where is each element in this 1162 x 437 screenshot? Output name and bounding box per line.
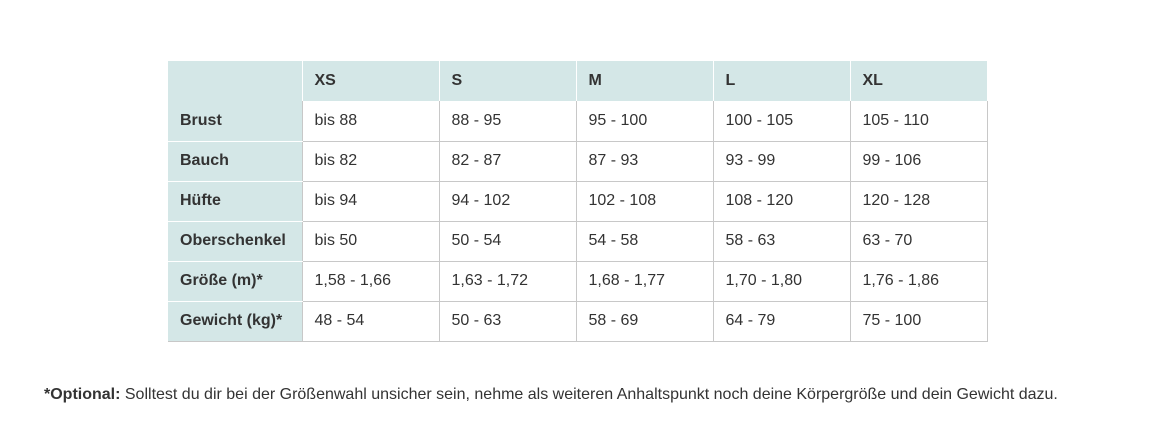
table-cell: 58 - 63: [712, 221, 850, 262]
table-cell: 108 - 120: [712, 181, 850, 222]
table-cell: bis 82: [301, 141, 439, 182]
table-cell: 50 - 54: [438, 221, 576, 262]
table-row-brust: Brust bis 88 88 - 95 95 - 100 100 - 105 …: [168, 101, 988, 142]
table-cell: 1,63 - 1,72: [438, 261, 576, 302]
table-cell: 87 - 93: [575, 141, 713, 182]
table-cell: 120 - 128: [849, 181, 988, 222]
table-cell: 1,68 - 1,77: [575, 261, 713, 302]
table-cell: 64 - 79: [712, 301, 850, 342]
table-row-huefte: Hüfte bis 94 94 - 102 102 - 108 108 - 12…: [168, 181, 988, 222]
table-cell: bis 88: [301, 101, 439, 142]
header-corner-cell: [168, 61, 303, 101]
table-cell: bis 94: [301, 181, 439, 222]
table-cell: 95 - 100: [575, 101, 713, 142]
header-size-xl: XL: [850, 61, 987, 101]
table-cell: 99 - 106: [849, 141, 988, 182]
table-row-groesse: Größe (m)* 1,58 - 1,66 1,63 - 1,72 1,68 …: [168, 261, 988, 302]
table-cell: 105 - 110: [849, 101, 988, 142]
size-chart-header: XS S M L XL: [168, 61, 987, 101]
table-cell: bis 50: [301, 221, 439, 262]
header-row: XS S M L XL: [168, 61, 987, 101]
table-cell: 75 - 100: [849, 301, 988, 342]
row-label: Oberschenkel: [168, 221, 302, 262]
table-cell: 1,70 - 1,80: [712, 261, 850, 302]
header-size-xs: XS: [302, 61, 440, 101]
table-cell: 58 - 69: [575, 301, 713, 342]
table-cell: 102 - 108: [575, 181, 713, 222]
table-cell: 63 - 70: [849, 221, 988, 262]
size-chart-body: Brust bis 88 88 - 95 95 - 100 100 - 105 …: [168, 101, 988, 342]
table-row-bauch: Bauch bis 82 82 - 87 87 - 93 93 - 99 99 …: [168, 141, 988, 182]
size-chart-table: XS S M L XL Brust bis 88 88 - 95 95 - 10…: [168, 61, 988, 342]
table-row-oberschenkel: Oberschenkel bis 50 50 - 54 54 - 58 58 -…: [168, 221, 988, 262]
optional-footnote: *Optional: Solltest du dir bei der Größe…: [44, 386, 1058, 404]
table-row-gewicht: Gewicht (kg)* 48 - 54 50 - 63 58 - 69 64…: [168, 301, 988, 342]
header-size-s: S: [439, 61, 577, 101]
row-label: Gewicht (kg)*: [168, 301, 302, 342]
table-cell: 100 - 105: [712, 101, 850, 142]
table-cell: 1,58 - 1,66: [301, 261, 439, 302]
table-cell: 50 - 63: [438, 301, 576, 342]
row-label: Bauch: [168, 141, 302, 182]
table-cell: 94 - 102: [438, 181, 576, 222]
table-cell: 48 - 54: [301, 301, 439, 342]
footnote-text: Solltest du dir bei der Größenwahl unsic…: [120, 386, 1058, 403]
row-label: Größe (m)*: [168, 261, 302, 302]
row-label: Hüfte: [168, 181, 302, 222]
footnote-label: *Optional:: [44, 386, 121, 403]
table-cell: 1,76 - 1,86: [849, 261, 988, 302]
table-cell: 82 - 87: [438, 141, 576, 182]
header-size-m: M: [576, 61, 714, 101]
table-cell: 88 - 95: [438, 101, 576, 142]
header-size-l: L: [713, 61, 851, 101]
table-cell: 54 - 58: [575, 221, 713, 262]
row-label: Brust: [168, 101, 302, 142]
table-cell: 93 - 99: [712, 141, 850, 182]
